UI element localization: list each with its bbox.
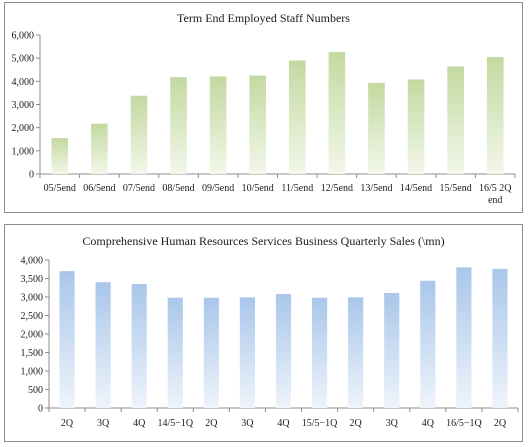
bar [328, 51, 346, 174]
x-tick-label: 2Q [61, 418, 74, 429]
bar [447, 66, 464, 174]
x-tick-label: 4Q [422, 418, 435, 429]
x-tick-label: 4Q [277, 418, 290, 429]
y-tick-label: 0 [29, 170, 34, 181]
x-tick-label: 3Q [241, 418, 254, 429]
x-tick-label: 09/5end [202, 183, 234, 194]
bar [59, 271, 75, 408]
chart-title: Term End Employed Staff Numbers [177, 11, 350, 25]
bar [130, 95, 148, 174]
y-tick-label: 3,000 [21, 293, 44, 304]
sales-chart-panel: Comprehensive Human Resources Services B… [4, 224, 523, 442]
bar [486, 57, 504, 175]
bar [288, 60, 306, 174]
bar [275, 294, 292, 408]
y-tick-label: 2,000 [12, 123, 35, 134]
bar [249, 75, 267, 174]
y-tick-label: 2,000 [21, 330, 44, 341]
bar [91, 123, 108, 174]
bar [368, 82, 385, 174]
bar [51, 138, 69, 174]
bar [203, 297, 219, 408]
y-tick-label: 0 [38, 404, 43, 415]
bar [239, 297, 255, 408]
y-tick-label: 4,000 [12, 77, 35, 88]
x-tick-label: 14/5end [400, 183, 432, 194]
x-tick-label: 13/5end [360, 183, 392, 194]
bar [407, 79, 425, 174]
y-tick-label: 1,000 [21, 367, 44, 378]
x-tick-label: 08/5end [162, 183, 194, 194]
y-tick-label: 3,000 [12, 100, 35, 111]
x-tick-label: 10/5end [242, 183, 274, 194]
x-tick-label: 06/5end [83, 183, 115, 194]
x-tick-label: 15/5end [440, 183, 472, 194]
x-tick-label: 2Q [350, 418, 363, 429]
x-tick-label: 11/5end [281, 183, 313, 194]
sales-chart: 0 500 1,000 1,500 2,000 2,500 3,000 3,500 4,000 2… [21, 256, 519, 429]
bar [492, 268, 508, 408]
y-tick-label: 3,500 [21, 274, 44, 285]
bar [167, 297, 183, 408]
x-tick-label: 2Q [205, 418, 218, 429]
x-tick-label: end [488, 195, 502, 206]
x-tick-label: 16/5−1Q [446, 418, 482, 429]
x-tick-label: 3Q [97, 418, 110, 429]
staff-chart: 0 1,000 2,000 3,000 4,000 5,000 6,000 05/5end 06… [12, 31, 516, 206]
x-tick-label: 05/5end [44, 183, 76, 194]
x-tick-label: 3Q [386, 418, 399, 429]
x-tick-label: 15/5−1Q [302, 418, 338, 429]
y-tick-label: 1,500 [21, 348, 44, 359]
bar [131, 284, 147, 408]
x-tick-label: 14/5−1Q [157, 418, 193, 429]
bar [170, 77, 187, 174]
x-tick-label: 2Q [494, 418, 507, 429]
bar [384, 292, 400, 408]
bar [420, 280, 436, 408]
bar [95, 282, 111, 408]
bar [456, 267, 472, 408]
y-tick-label: 4,000 [21, 256, 44, 267]
x-tick-label: 12/5end [321, 183, 353, 194]
bar [348, 297, 364, 408]
bar [209, 76, 227, 174]
y-tick-label: 500 [28, 385, 43, 396]
y-tick-label: 6,000 [12, 31, 35, 42]
x-tick-label: 07/5end [123, 183, 155, 194]
y-tick-label: 2,500 [21, 311, 44, 322]
x-tick-label: 16/5 2Q [479, 183, 512, 194]
chart-title: Comprehensive Human Resources Services B… [82, 234, 445, 248]
x-tick-label: 4Q [133, 418, 146, 429]
y-tick-label: 5,000 [12, 54, 35, 65]
staff-chart-panel: Term End Employed Staff Numbers 0 1,000 2,… [4, 2, 523, 213]
bar [312, 297, 328, 408]
y-tick-label: 1,000 [12, 146, 35, 157]
